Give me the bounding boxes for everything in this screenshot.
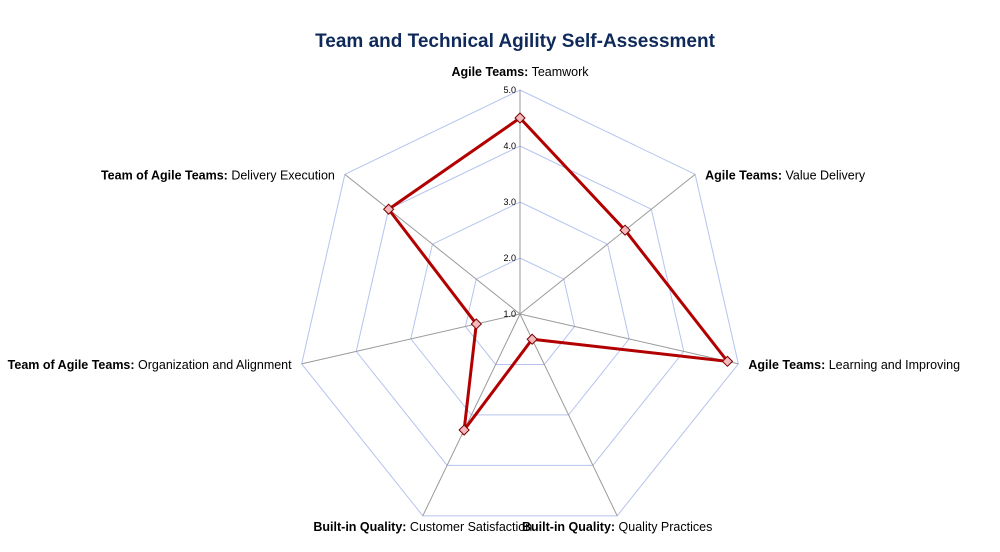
grid-ring-2.0: [464, 257, 576, 365]
axis-label-name: Learning and Improving: [825, 358, 960, 372]
axis-label-2: Agile Teams: Value Delivery: [705, 168, 866, 182]
axis-label-name: Value Delivery: [782, 168, 866, 182]
axis-spoke-6: [301, 313, 521, 365]
axis-label-category: Agile Teams:: [705, 168, 782, 182]
axis-spoke-7: [344, 173, 521, 315]
axis-label-5: Built-in Quality: Customer Satisfaction: [313, 520, 532, 534]
axis-spoke-3: [519, 313, 739, 365]
axis-label-name: Customer Satisfaction: [406, 520, 532, 534]
axis-label-category: Agile Teams:: [748, 358, 825, 372]
axis-label-category: Built-in Quality:: [313, 520, 406, 534]
axis-label-4: Built-in Quality: Quality Practices: [522, 520, 712, 534]
data-point-marker-3: [721, 355, 734, 368]
axis-label-3: Agile Teams: Learning and Improving: [748, 358, 960, 372]
tick-label-1.0: 1.0: [503, 309, 516, 319]
axis-label-6: Team of Agile Teams: Organization and Al…: [8, 358, 292, 372]
marker-layer: [382, 112, 734, 436]
tick-label-3.0: 3.0: [503, 197, 516, 207]
axis-spoke-5: [422, 313, 521, 517]
tick-label-2.0: 2.0: [503, 253, 516, 263]
axis-label-name: Teamwork: [528, 65, 589, 79]
tick-label-5.0: 5.0: [503, 85, 516, 95]
tick-label-4.0: 4.0: [503, 141, 516, 151]
grid-ring-4.0: [355, 145, 685, 466]
data-point-marker-1: [514, 112, 526, 124]
axis-label-1: Agile Teams: Teamwork: [451, 65, 589, 79]
axis-label-name: Quality Practices: [615, 520, 712, 534]
axis-label-name: Delivery Execution: [228, 168, 335, 182]
axis-spoke-2: [519, 173, 696, 315]
grid-ring-5.0: [301, 89, 739, 517]
axis-label-7: Team of Agile Teams: Delivery Execution: [101, 168, 335, 182]
axis-label-category: Agile Teams:: [451, 65, 528, 79]
data-point-marker-7: [382, 203, 395, 215]
axis-label-category: Team of Agile Teams:: [8, 358, 135, 372]
tick-label-layer: 1.0 2.0 3.0 4.0 5.0: [503, 85, 516, 319]
data-point-marker-2: [619, 224, 631, 236]
axis-spoke-4: [519, 313, 618, 517]
axis-label-category: Built-in Quality:: [522, 520, 615, 534]
axis-label-name: Organization and Alignment: [135, 358, 293, 372]
series-line: [386, 116, 731, 436]
data-point-marker-4: [526, 333, 538, 345]
spoke-layer: [301, 90, 739, 517]
chart-title: Team and Technical Agility Self-Assessme…: [315, 31, 715, 52]
data-point-marker-6: [470, 318, 483, 330]
axis-label-category: Team of Agile Teams:: [101, 168, 228, 182]
series-layer: [386, 116, 731, 436]
data-point-marker-5: [458, 424, 470, 436]
